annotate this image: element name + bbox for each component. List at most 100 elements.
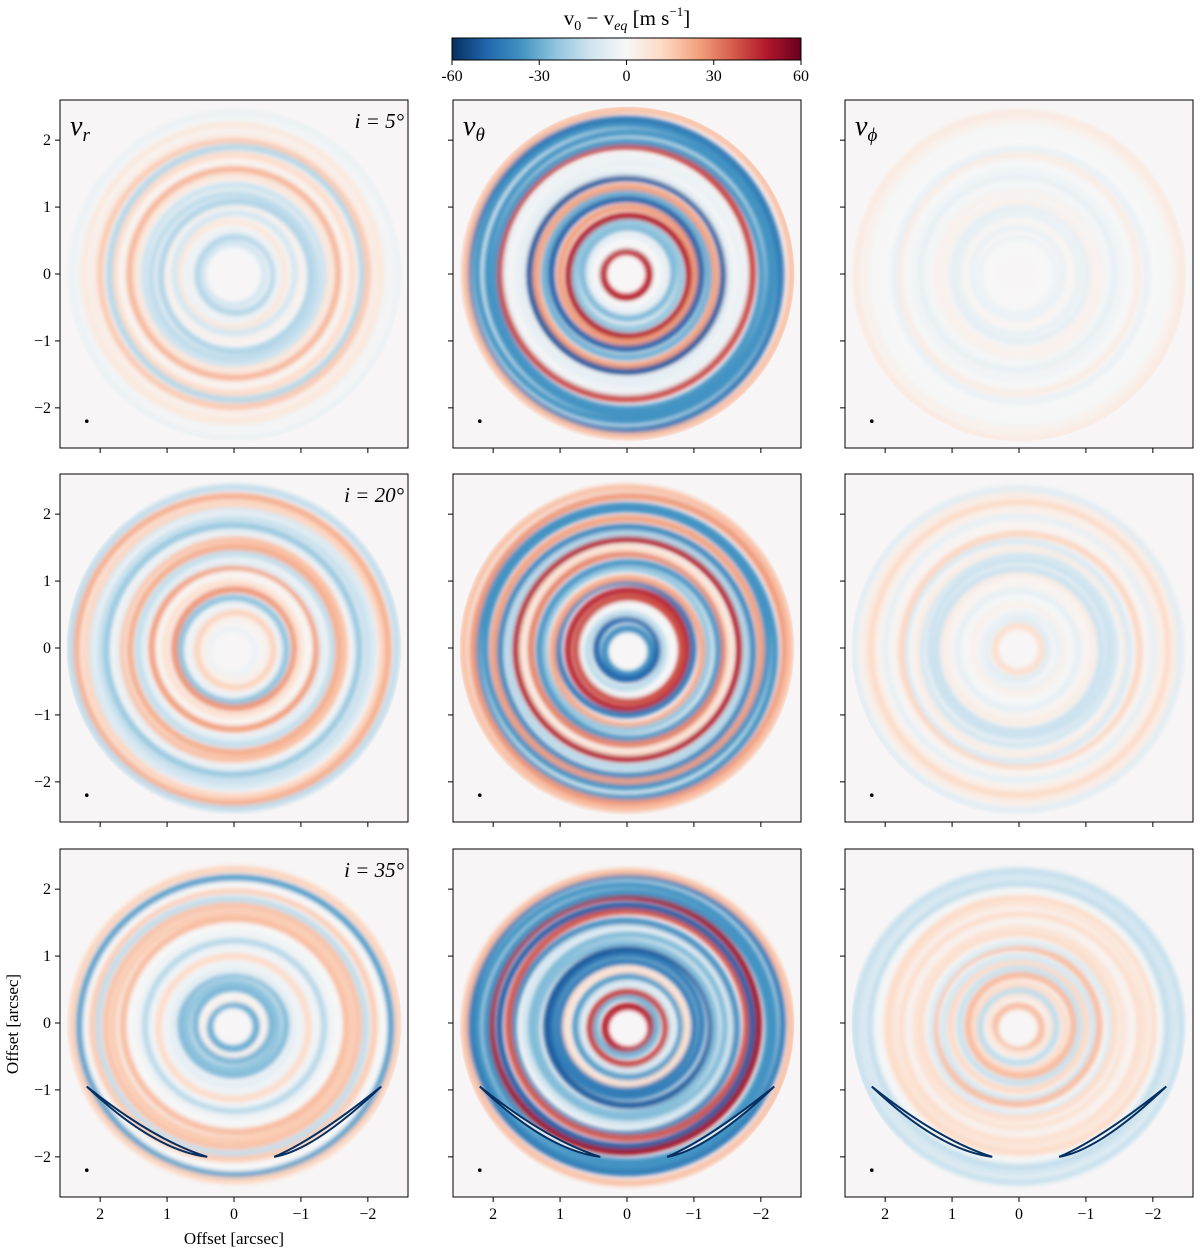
x-tick-label: −2 [359, 1206, 376, 1223]
y-tick-label: −1 [34, 333, 51, 350]
residual-ring [154, 570, 312, 726]
colorbar-tick-label: -60 [441, 68, 462, 85]
residual-ring [199, 995, 269, 1061]
panel-vphi-i5: vϕ [840, 99, 1194, 453]
x-tick-label: 2 [881, 1206, 889, 1223]
residual-ring [890, 145, 1151, 405]
residual-ring [861, 115, 1180, 434]
colorbar-tick-label: 0 [623, 68, 631, 85]
residual-ring [489, 514, 765, 786]
y-tick-label: 2 [43, 132, 51, 149]
residual-ring [901, 537, 1133, 765]
residual-ring [184, 226, 282, 325]
residual-ring [873, 506, 1164, 792]
residual-ring [169, 966, 297, 1089]
residual-ring [148, 190, 320, 362]
residual-ring [89, 131, 379, 420]
residual-ring [126, 165, 342, 382]
y-tick-label: 2 [43, 881, 51, 898]
residual-ring [474, 881, 778, 1172]
residual-ring [157, 198, 315, 355]
colorbar-gradient [451, 37, 802, 61]
residual-ring [876, 131, 1166, 421]
residual-ring [547, 195, 705, 353]
residual-ring [139, 558, 326, 743]
residual-ring [571, 973, 685, 1081]
beam-marker [869, 419, 874, 424]
residual-ring [586, 988, 670, 1068]
residual-ring [505, 907, 751, 1142]
residual-ring [874, 887, 1164, 1165]
beam-marker [869, 1168, 874, 1173]
residual-ring [913, 545, 1129, 758]
crescent-artifact [479, 1085, 601, 1158]
residual-ring [66, 483, 401, 813]
residual-ring [543, 945, 715, 1109]
residual-ring [985, 991, 1054, 1058]
panel-vtheta-i5: vθ [448, 99, 802, 453]
residual-ring [933, 187, 1106, 360]
velocity-residual-map [851, 867, 1185, 1186]
y-tick-label: 1 [43, 948, 51, 965]
residual-ring [509, 917, 741, 1138]
crescent-artifact [273, 1085, 382, 1158]
residual-ring [487, 893, 763, 1156]
residual-ring [532, 939, 719, 1118]
y-tick-label: 0 [43, 1015, 51, 1032]
residual-ring [68, 108, 402, 442]
residual-ring [990, 246, 1044, 301]
residual-ring [601, 624, 655, 678]
velocity-residual-map [852, 109, 1187, 442]
residual-ring [117, 535, 348, 763]
residual-ring [851, 485, 1185, 814]
x-tick-label: 0 [1015, 1206, 1023, 1223]
residual-ring [897, 910, 1143, 1145]
y-tick-label: 1 [43, 199, 51, 216]
residual-ring [976, 234, 1060, 318]
residual-ring [512, 535, 743, 763]
residual-ring [177, 594, 290, 706]
y-tick-label: −2 [34, 1149, 51, 1166]
residual-ring [473, 120, 778, 425]
residual-ring [867, 498, 1172, 799]
residual-ring [572, 594, 686, 705]
residual-ring [119, 915, 350, 1136]
residual-ring [183, 979, 282, 1073]
component-subscript: r [82, 125, 90, 146]
residual-ring [565, 212, 693, 340]
residual-ring [866, 880, 1171, 1171]
residual-ring [946, 580, 1089, 721]
inclination-label: i = 20° [344, 483, 405, 507]
panel-vr-i35: 2 1 0 −1 −2 2 1 0 −1 −2 i = 35° [34, 848, 409, 1223]
residual-ring [186, 602, 285, 700]
velocity-residual-map [461, 106, 795, 440]
residual-ring [917, 550, 1119, 749]
residual-ring [991, 622, 1046, 676]
beam-marker [84, 419, 89, 424]
residual-ring [889, 900, 1150, 1149]
crescent-artifact [666, 1085, 775, 1158]
velocity-residual-map [460, 484, 794, 813]
panel-vphi-i20 [840, 473, 1194, 827]
colorbar-tick-label: 30 [706, 68, 722, 85]
residual-ring [577, 980, 676, 1075]
y-tick-label: −2 [34, 774, 51, 791]
residual-ring [148, 563, 320, 733]
residual-ring [939, 953, 1097, 1104]
residual-ring [527, 931, 729, 1123]
residual-ring [132, 172, 334, 374]
residual-ring [592, 241, 661, 310]
x-tick-label: −2 [752, 1206, 769, 1223]
residual-ring [87, 505, 377, 791]
residual-ring [964, 971, 1077, 1080]
residual-ring [495, 901, 756, 1150]
residual-ring [979, 610, 1063, 693]
residual-ring [903, 917, 1134, 1138]
beam-marker [477, 419, 482, 424]
residual-ring [102, 522, 363, 778]
velocity-residual-map [461, 868, 795, 1187]
residual-ring [858, 873, 1177, 1178]
residual-ring [592, 993, 661, 1059]
beam-marker [869, 793, 874, 798]
